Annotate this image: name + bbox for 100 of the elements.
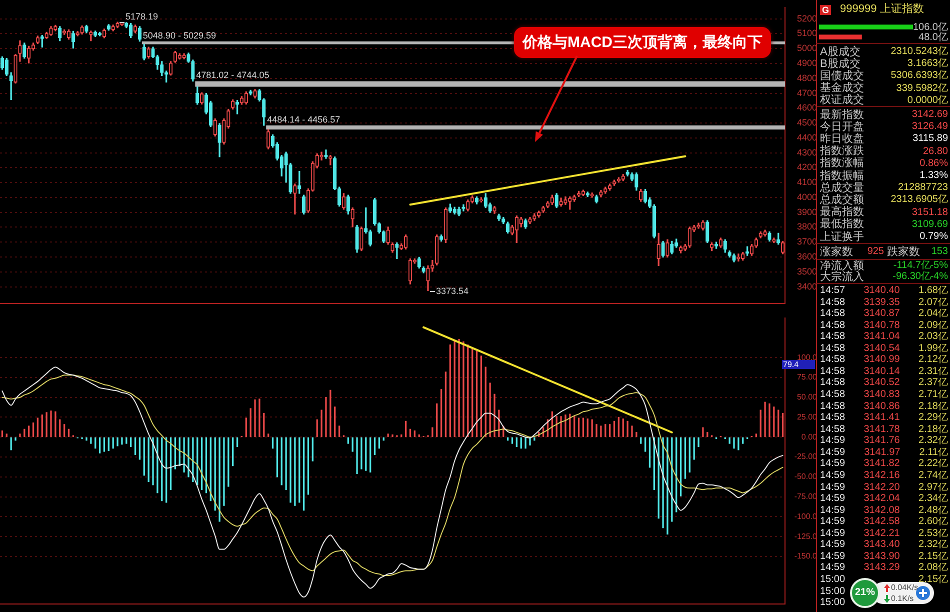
candlestick <box>599 190 603 198</box>
text: 14:58 3140.14 2.31亿 <box>820 366 948 377</box>
band-label: 5048.90 - 5029.59 <box>142 30 216 40</box>
y-tick-label: 4400 <box>796 132 817 142</box>
candlestick <box>133 24 138 34</box>
candlestick <box>452 206 456 214</box>
text: 14:59 3143.40 2.32亿 <box>820 539 948 550</box>
candlestick <box>532 213 536 221</box>
candlestick <box>106 24 110 31</box>
annotation: 5178.19 <box>126 11 158 22</box>
candlestick <box>590 192 594 198</box>
candlestick <box>71 30 76 49</box>
annotation: 3373.54 <box>436 286 469 296</box>
candlestick <box>18 40 22 62</box>
text: 15:00 <box>820 597 846 608</box>
data-label: 48.0亿 <box>918 32 948 43</box>
y-tick-label: 4300 <box>796 147 817 158</box>
candlestick <box>497 214 501 221</box>
candlestick <box>736 254 740 262</box>
text: 15:00 2.15亿 <box>820 574 948 585</box>
y-tick-label: 4800 <box>796 72 817 83</box>
text: 3126.49 <box>912 121 948 132</box>
text: 14:59 3142.58 2.60亿 <box>820 516 948 528</box>
candlestick <box>80 26 84 35</box>
text: 14:59 3141.76 2.32亿 <box>820 435 948 446</box>
text: 涨家数 <box>820 246 853 258</box>
candlestick <box>116 22 120 28</box>
text: 0.04K/s <box>891 583 918 592</box>
annotation: 价格与MACD三次顶背离，最终向下 <box>522 34 762 51</box>
candlestick <box>696 222 700 229</box>
candlestick <box>395 242 399 259</box>
candlestick <box>89 30 93 42</box>
candlestick <box>298 170 302 194</box>
text: 15:00 <box>820 586 846 597</box>
candlestick <box>710 242 714 252</box>
candlestick <box>324 150 328 159</box>
text: 26.80 <box>922 146 948 157</box>
text: 今日开盘 <box>820 120 864 133</box>
candlestick <box>604 186 608 194</box>
text: 3142.69 <box>912 109 948 120</box>
text: 925 <box>867 246 884 257</box>
candlestick <box>502 216 506 224</box>
text: -4% <box>930 271 948 282</box>
text: 14:58 3140.52 2.37亿 <box>820 377 948 388</box>
candlestick <box>678 246 683 254</box>
text: 3151.18 <box>912 206 948 218</box>
candlestick <box>768 231 772 242</box>
text: 指数涨幅 <box>820 157 864 170</box>
candlestick <box>701 220 705 230</box>
candlestick <box>62 29 66 35</box>
candlestick <box>706 220 710 244</box>
candlestick <box>248 90 252 96</box>
text: 14:59 3142.16 2.74亿 <box>820 470 948 481</box>
text: 14:58 3141.78 2.18亿 <box>820 424 948 435</box>
candlestick <box>14 54 18 84</box>
candlestick <box>84 24 88 34</box>
text: 14:59 3143.90 2.15亿 <box>820 550 948 562</box>
candlestick <box>302 194 306 214</box>
band-label: 4781.02 - 4744.05 <box>196 70 270 80</box>
candlestick <box>422 266 426 274</box>
text: 总成交量 <box>820 182 864 194</box>
text: 14:59 3141.82 2.22亿 <box>820 458 948 470</box>
text: 大宗流入 <box>820 270 864 282</box>
candlestick <box>4 58 8 76</box>
candlestick <box>745 246 750 256</box>
candlestick <box>758 231 762 238</box>
candlestick <box>466 200 470 212</box>
candlestick <box>661 240 665 258</box>
text: 最高指数 <box>820 206 864 218</box>
candlestick <box>621 174 625 182</box>
text: 0.1K/s <box>891 594 914 603</box>
candlestick <box>608 184 612 191</box>
candlestick <box>634 172 638 191</box>
text: 14:59 3142.20 2.97亿 <box>820 482 948 493</box>
text: 0.79% <box>920 231 948 242</box>
text: 2313.6905亿 <box>890 194 948 206</box>
candlestick <box>435 234 439 266</box>
candlestick <box>750 244 754 256</box>
candlestick <box>253 89 257 98</box>
text: 14:58 3140.83 2.71亿 <box>820 389 948 400</box>
candlestick <box>355 224 359 253</box>
y-tick-label: 3900 <box>796 206 817 217</box>
candlestick <box>594 194 598 204</box>
text: 权证成交 <box>820 94 864 106</box>
candlestick <box>386 226 390 245</box>
candlestick <box>168 61 173 76</box>
candlestick <box>524 218 528 229</box>
text: 14:58 3140.78 2.09亿 <box>820 320 948 331</box>
text: 0.86% <box>920 158 948 169</box>
text: 1.33% <box>920 170 948 181</box>
text: 总成交额 <box>820 194 864 206</box>
text: -114.7亿 <box>893 260 931 271</box>
text: 339.5982亿 <box>896 82 948 94</box>
text: 基金成交 <box>820 82 864 94</box>
candlestick <box>186 52 190 63</box>
y-tick-label: 3400 <box>796 281 817 292</box>
candlestick <box>404 234 408 250</box>
text: 昨日收盘 <box>820 132 864 145</box>
text: 3115.89 <box>912 133 948 144</box>
text: 14:58 3141.41 2.29亿 <box>820 412 948 424</box>
